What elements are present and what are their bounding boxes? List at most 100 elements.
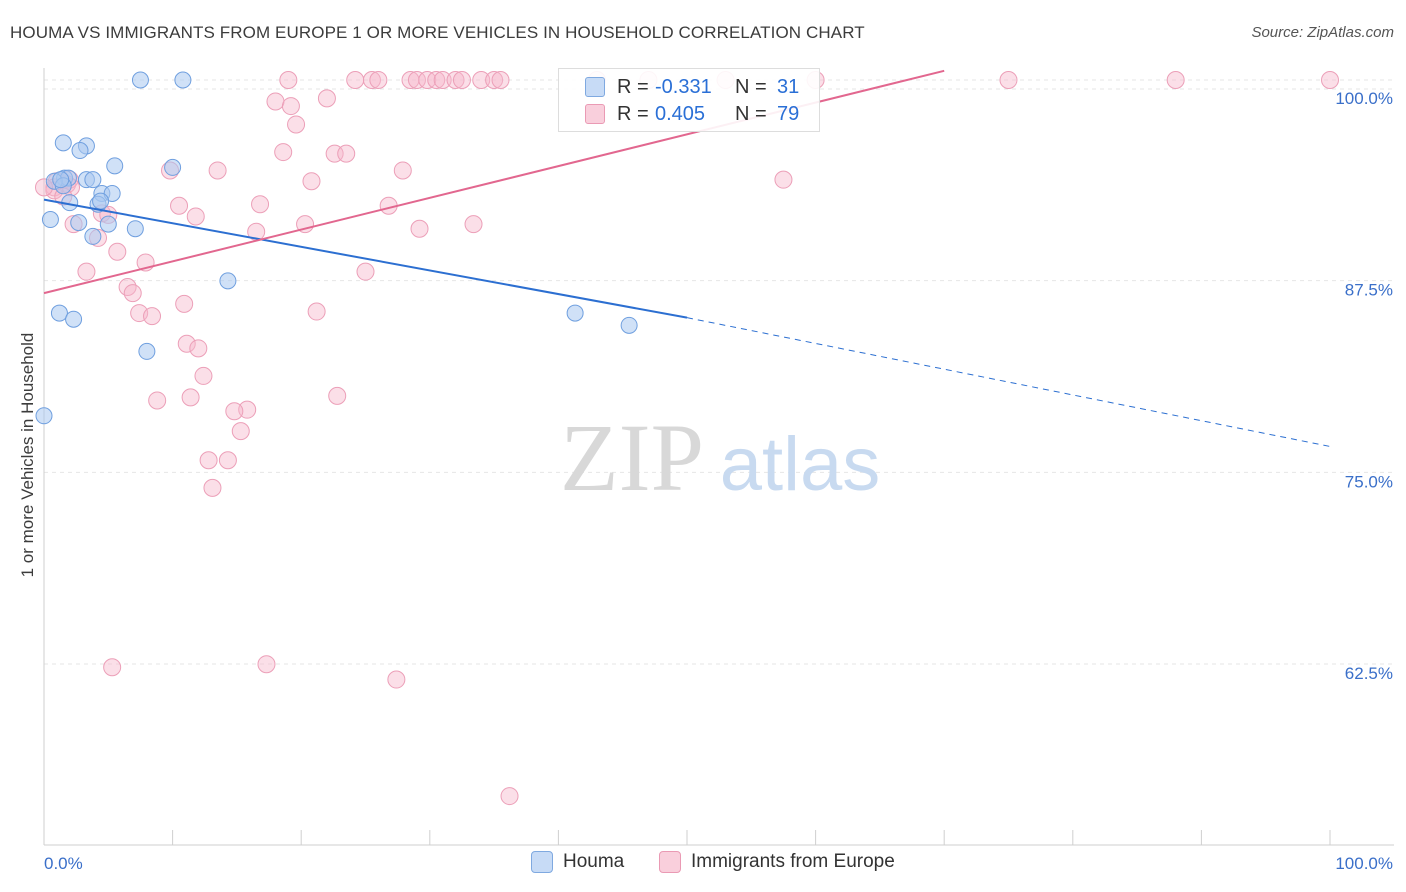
immigrants-point <box>387 670 406 689</box>
chart-title: HOUMA VS IMMIGRANTS FROM EUROPE 1 OR MOR… <box>10 23 865 42</box>
houma-point <box>138 342 156 360</box>
houma-point <box>126 220 144 238</box>
houma-point <box>164 158 182 176</box>
legend-item-immigrants[interactable]: Immigrants from Europe <box>659 851 895 873</box>
n-value: 31 <box>777 75 800 98</box>
immigrants-point <box>218 451 237 470</box>
immigrants-point <box>433 71 452 89</box>
tick-labels: 100.0% 87.5% 75.0% 62.5% 0.0% 100.0% <box>44 89 1393 873</box>
immigrants-point <box>427 71 446 89</box>
gridlines <box>44 79 1394 665</box>
n-value: 79 <box>777 102 800 125</box>
immigrants-point <box>491 71 510 89</box>
r-value: 0.405 <box>655 102 706 125</box>
legend-item-houma[interactable]: Houma <box>531 851 624 873</box>
immigrants-point <box>446 71 465 89</box>
immigrants-point <box>148 391 167 410</box>
immigrants-legend-swatch <box>659 851 681 873</box>
houma-point <box>41 211 59 229</box>
immigrants-point <box>175 294 194 313</box>
immigrants-point <box>302 172 321 191</box>
correlation-legend: R = -0.331 N = 31 R = 0.405 N = 79 <box>558 68 820 132</box>
immigrants-point <box>393 161 412 180</box>
houma-point <box>84 227 102 245</box>
immigrants-point <box>337 144 356 163</box>
immigrants-point <box>281 97 300 116</box>
houma-point <box>92 192 110 210</box>
houma-point <box>219 272 237 290</box>
immigrants-point <box>177 334 196 353</box>
immigrants-point <box>279 71 298 89</box>
houma-point <box>84 171 102 189</box>
immigrants-point <box>287 115 306 134</box>
immigrants-point <box>774 170 793 189</box>
immigrants-point <box>225 402 244 421</box>
houma-legend-swatch <box>531 851 553 873</box>
immigrants-point <box>266 92 285 111</box>
houma-point <box>71 142 89 160</box>
immigrants-point <box>464 215 483 234</box>
y-tick-label: 100.0% <box>1335 89 1393 108</box>
legend-row-immigrants: R = 0.405 N = 79 <box>559 101 799 127</box>
y-tick-label: 75.0% <box>1345 472 1393 491</box>
n-label: N = <box>735 75 767 98</box>
immigrants-point <box>257 655 276 674</box>
r-label: R = <box>617 75 649 98</box>
immigrants-point <box>1166 71 1185 89</box>
immigrants-point <box>186 207 205 226</box>
y-tick-label: 87.5% <box>1345 281 1393 300</box>
r-label: R = <box>617 102 649 125</box>
source-label: Source: ZipAtlas.com <box>1251 24 1394 41</box>
houma-point <box>50 304 68 322</box>
immigrants-point <box>452 71 471 89</box>
immigrants-point <box>485 71 504 89</box>
immigrants-point <box>307 302 326 321</box>
immigrants-point <box>108 242 127 261</box>
x-tick-label: 0.0% <box>44 854 83 873</box>
immigrants-swatch <box>585 104 605 124</box>
immigrants-point <box>472 71 491 89</box>
immigrants-point <box>181 388 200 407</box>
houma-point <box>52 171 70 189</box>
immigrants-point <box>328 386 347 405</box>
immigrants-point <box>356 262 375 281</box>
axes <box>43 68 1394 846</box>
houma-point <box>106 157 124 175</box>
houma-point <box>566 304 584 322</box>
immigrants-point <box>500 787 519 806</box>
immigrants-point <box>410 219 429 238</box>
houma-point <box>54 134 72 152</box>
series-houma-points <box>35 71 638 425</box>
houma-point <box>174 71 192 89</box>
immigrants-point <box>251 195 270 214</box>
immigrants-point <box>231 422 250 441</box>
immigrants-point <box>194 366 213 385</box>
y-tick-label: 62.5% <box>1345 664 1393 683</box>
immigrants-point <box>208 161 227 180</box>
immigrants-point <box>189 339 208 358</box>
immigrants-point <box>203 478 222 497</box>
houma-trend-line <box>43 198 688 319</box>
immigrants-point <box>274 143 293 162</box>
n-label: N = <box>735 102 767 125</box>
immigrants-point <box>123 284 142 303</box>
immigrants-point <box>418 71 437 89</box>
r-value: -0.331 <box>655 75 712 98</box>
immigrants-point <box>103 658 122 677</box>
immigrants-point <box>143 307 162 326</box>
legend-row-houma: R = -0.331 N = 31 <box>559 74 799 100</box>
legend-label-houma: Houma <box>563 851 625 872</box>
watermark-atlas: atlas <box>720 422 881 507</box>
immigrants-point <box>407 71 426 89</box>
legend-label-immigrants: Immigrants from Europe <box>691 851 895 872</box>
houma-point <box>65 310 83 328</box>
houma-point <box>99 215 117 233</box>
watermark-zip: ZIP <box>560 404 704 511</box>
immigrants-point <box>346 71 365 89</box>
houma-point <box>35 407 53 425</box>
houma-point <box>620 316 638 334</box>
immigrants-point <box>77 262 96 281</box>
x-tick-label: 100.0% <box>1335 854 1393 873</box>
immigrants-point <box>1321 71 1339 89</box>
